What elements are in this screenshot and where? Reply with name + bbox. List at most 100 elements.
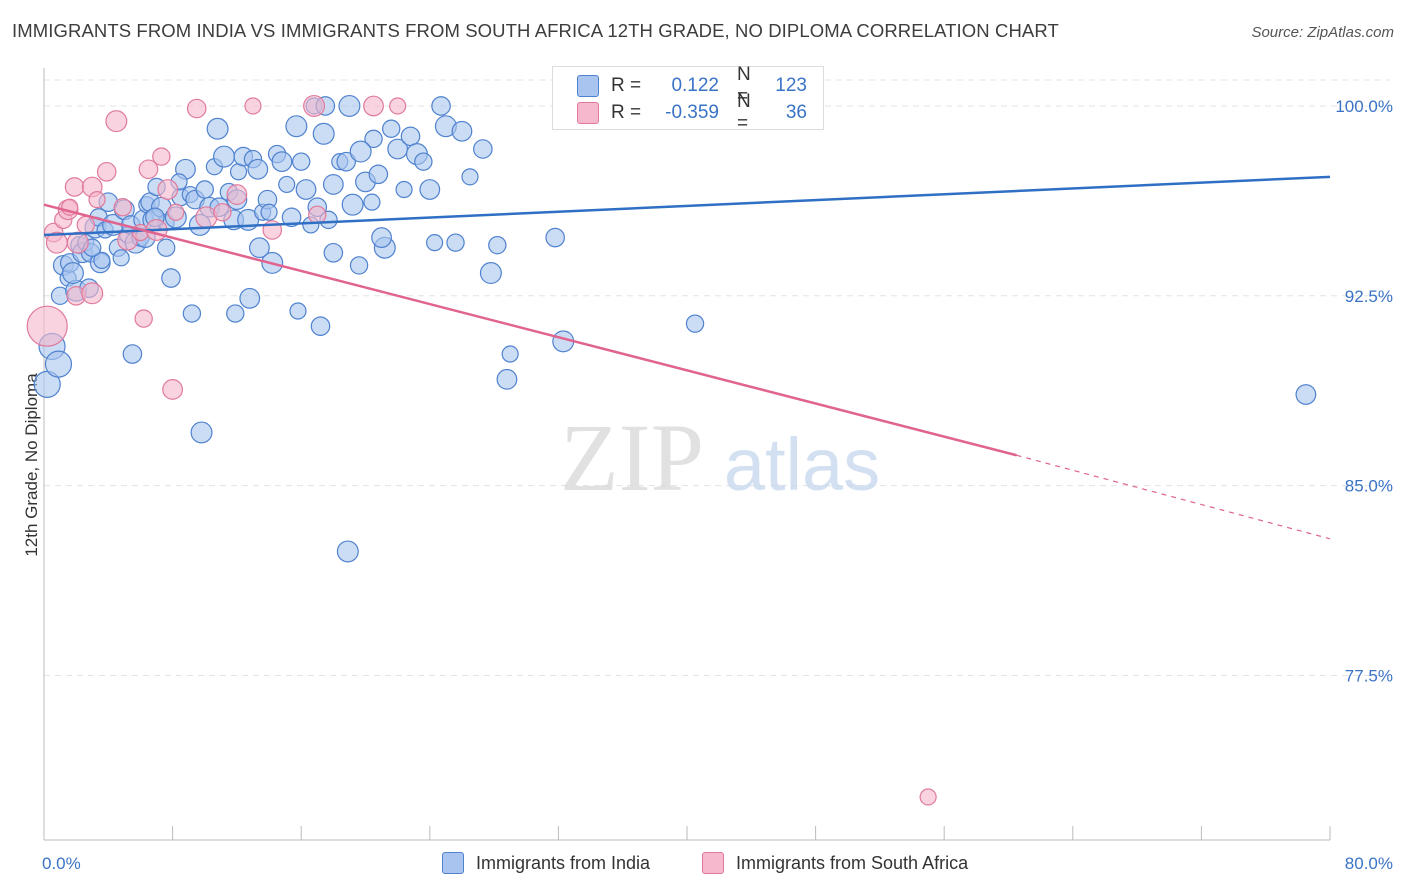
india-point [395,180,413,199]
india-point [281,207,302,228]
correlation-legend: R = 0.122 N = 123 R = -0.359 N = 36 [552,64,824,134]
south-africa-point [167,203,185,221]
south-africa-trend-line [43,203,1017,457]
india-point [338,94,361,117]
legend-item-south-africa: Immigrants from South Africa [702,852,968,874]
india-point [419,179,441,200]
india-point [239,287,261,309]
south-africa-point [26,305,68,347]
legend-n-label: N = [737,64,751,107]
south-africa-point [157,179,179,200]
india-point [341,193,364,216]
india-point [161,268,181,288]
india-point [336,151,357,172]
south-africa-point [186,98,207,119]
south-africa-point [162,379,184,400]
india-point [545,227,565,248]
india-point [426,234,444,252]
india-point [336,540,359,563]
india-point [501,345,519,363]
x-tick-label: 80.0% [1345,854,1393,873]
y-tick-label: 92.5% [1345,287,1393,306]
south-africa-point [66,231,89,254]
india-point [451,120,473,142]
legend-n-value: 123 [775,75,807,96]
legend-r-value: 0.122 [671,75,719,96]
legend-swatch-india [577,75,599,97]
india-point [226,304,245,323]
india-point [414,152,433,171]
india-point [195,180,214,199]
legend-label-india: Immigrants from India [476,852,651,873]
india-point [473,139,493,159]
y-tick-label: 100.0% [1335,97,1393,116]
india-point [182,304,202,323]
south-africa-point [76,215,95,235]
india-point [190,421,213,444]
india-point [479,262,502,285]
watermark-atlas: atlas [724,423,880,506]
south-africa-point [389,97,407,115]
india-point [322,174,344,195]
india-point [247,158,269,180]
india-point [310,316,331,336]
watermark-zip: ZIP [560,404,704,511]
tick-labels: 100.0% 92.5% 85.0% 77.5% 0.0% 80.0% [42,97,1393,873]
legend-swatch-india [442,852,464,874]
legend-swatch-south-africa [702,852,724,874]
india-point [289,302,307,320]
watermark: ZIP atlas [560,404,880,511]
india-point [271,151,293,173]
india-point [295,179,317,200]
india-point [285,115,308,138]
south-africa-point [244,97,262,115]
india-point [61,262,84,285]
india-point [323,242,344,263]
south-africa-point [81,282,104,305]
india-point [446,233,465,252]
india-point [312,122,335,145]
south-africa-point [113,198,132,217]
india-point [249,237,270,259]
axes [43,68,1331,841]
india-point [292,152,311,171]
south-africa-point [138,159,159,180]
india-point [431,96,451,116]
india-point [368,164,389,185]
south-africa-trend-extension [1016,454,1331,540]
south-africa-point [64,177,85,197]
india-point [1295,384,1317,405]
india-point [260,203,278,221]
south-africa-point [363,95,384,117]
india-point [93,251,111,269]
legend-swatch-south-africa [577,102,599,124]
trend-lines [43,175,1331,540]
india-point [122,344,143,364]
south-africa-point [226,184,248,205]
legend-label-south-africa: Immigrants from South Africa [736,852,969,873]
india-point [213,145,236,168]
south-africa-point [105,110,128,133]
chart-title: IMMIGRANTS FROM INDIA VS IMMIGRANTS FROM… [12,20,1059,41]
y-tick-label: 85.0% [1345,477,1393,496]
legend-r-label: R = [611,102,642,123]
legend-row-south-africa: R = -0.359 N = 36 [577,91,807,134]
india-point [685,314,705,333]
south-africa-point [308,205,327,225]
india-point [488,235,507,255]
legend-r-value: -0.359 [665,102,719,123]
legend-n-label: N = [737,91,751,134]
legend-r-label: R = [611,75,642,96]
x-tick-label: 0.0% [42,854,81,873]
india-point [156,238,176,257]
india-point [364,129,383,149]
india-point [278,175,296,194]
south-africa-point [96,161,117,182]
legend-item-india: Immigrants from India [442,852,650,874]
india-point [382,119,401,138]
india-point [461,168,479,186]
source-label: Source: ZipAtlas.com [1251,24,1394,41]
india-point [112,249,130,267]
india-point [363,193,381,211]
